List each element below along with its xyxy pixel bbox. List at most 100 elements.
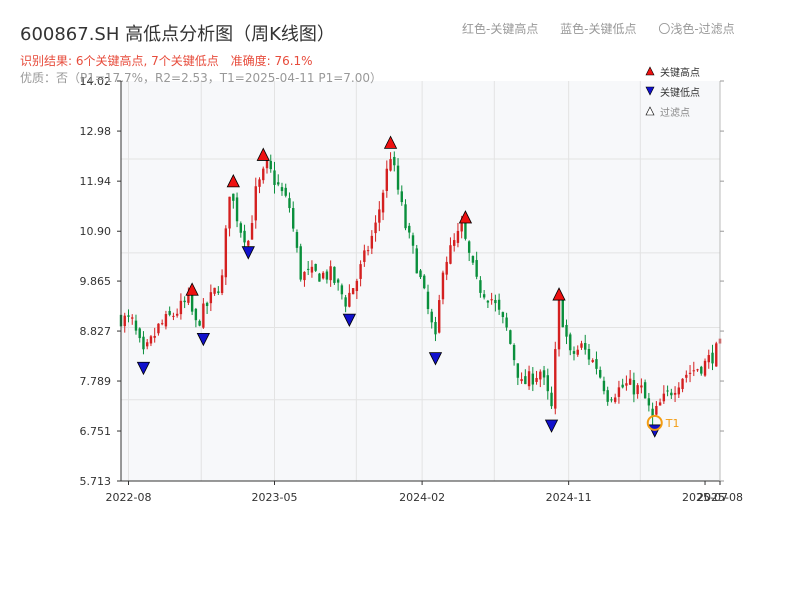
- key-high-marker: [552, 287, 566, 301]
- candle-body: [224, 228, 228, 278]
- candle-body: [479, 280, 482, 293]
- candle-body: [554, 349, 557, 409]
- candle-body: [280, 187, 284, 192]
- candle-body: [658, 402, 662, 406]
- candle-body: [441, 272, 445, 300]
- candle-body: [651, 408, 654, 416]
- candle-body: [542, 370, 546, 378]
- candle-body: [587, 348, 591, 360]
- candle-body: [617, 387, 621, 397]
- t1-circle: [646, 414, 663, 431]
- x-tick-label: 2024-02: [399, 491, 445, 504]
- candle-body: [295, 232, 299, 248]
- candle-body: [516, 363, 520, 378]
- candle-body: [520, 379, 523, 382]
- candle-body: [205, 302, 209, 306]
- candle-body: [595, 359, 598, 369]
- candle-body: [531, 373, 535, 385]
- candle-body: [591, 360, 594, 362]
- candle-body: [202, 303, 205, 328]
- candle-body: [314, 263, 317, 271]
- candle-body: [613, 397, 617, 402]
- key-high-marker: [256, 147, 270, 161]
- candle-body: [696, 369, 699, 371]
- candle-body: [539, 371, 542, 380]
- candle-body: [123, 315, 126, 327]
- legend-high-icon: [645, 66, 655, 76]
- candle-body: [636, 385, 639, 395]
- candle-body: [277, 182, 280, 185]
- candle-body: [318, 273, 321, 282]
- candle-body: [292, 208, 295, 229]
- candle-body: [599, 369, 602, 378]
- candle-body: [187, 293, 190, 303]
- top-legend-low: 蓝色-关键低点: [560, 22, 637, 36]
- candle-body: [497, 299, 501, 310]
- candle-body: [168, 310, 171, 315]
- candle-body: [460, 223, 463, 232]
- candle-body: [467, 241, 471, 253]
- candle-body: [284, 187, 287, 196]
- candle-body: [673, 392, 677, 395]
- candle-body: [643, 382, 647, 399]
- candle-body: [149, 336, 153, 344]
- candle-body: [243, 230, 246, 243]
- candle-body: [490, 299, 493, 301]
- candle-body: [127, 315, 130, 317]
- candle-body: [681, 378, 684, 390]
- candle-body: [288, 198, 291, 209]
- candle-body: [685, 374, 688, 378]
- legend-low-label: 关键低点: [660, 86, 700, 99]
- y-tick-label: 9.865: [80, 275, 112, 288]
- key-high-marker: [226, 174, 240, 188]
- x-tick-label: 2025-07: [682, 491, 728, 504]
- candle-body: [632, 380, 636, 395]
- candle-body: [561, 297, 564, 328]
- candle-body: [670, 392, 673, 396]
- candle-body: [265, 159, 269, 169]
- candle-body: [355, 280, 359, 292]
- candle-body: [512, 345, 516, 361]
- candle-body: [621, 384, 624, 388]
- candle-body: [157, 323, 160, 334]
- candle-body: [602, 380, 606, 392]
- candle-body: [138, 328, 141, 339]
- candle-body: [310, 266, 314, 273]
- candle-body: [153, 335, 156, 338]
- candle-body: [333, 266, 336, 283]
- candle-body: [348, 292, 351, 307]
- candle-body: [655, 405, 658, 415]
- candle-body: [628, 378, 632, 385]
- key-high-marker: [383, 135, 398, 149]
- y-tick-label: 14.02: [80, 75, 112, 88]
- candle-body: [471, 256, 475, 263]
- candle-body: [423, 275, 426, 289]
- candle-body: [449, 245, 452, 264]
- y-tick-label: 5.713: [80, 475, 112, 488]
- candle-body: [404, 204, 407, 229]
- candle-body: [370, 235, 374, 249]
- candle-body: [430, 311, 433, 323]
- candle-body: [486, 300, 490, 303]
- x-tick-label: 2022-08: [106, 491, 152, 504]
- candle-body: [535, 377, 538, 382]
- candle-body: [711, 352, 714, 364]
- candle-body: [134, 320, 138, 331]
- candle-body: [299, 246, 302, 280]
- candle-body: [662, 393, 666, 402]
- candle-body: [707, 355, 710, 363]
- candle-body: [194, 308, 198, 321]
- candle-body: [408, 225, 411, 233]
- candle-body: [610, 399, 613, 401]
- candle-body: [700, 366, 703, 374]
- candle-body: [494, 299, 497, 304]
- candle-body: [569, 334, 572, 351]
- candle-body: [527, 371, 531, 387]
- candle-body: [396, 165, 400, 190]
- x-tick-label: 2025-08: [697, 491, 743, 504]
- candle-body: [359, 264, 362, 279]
- candle-body: [209, 292, 213, 304]
- candle-body: [546, 375, 549, 392]
- candle-body: [557, 295, 561, 350]
- candle-body: [190, 294, 194, 312]
